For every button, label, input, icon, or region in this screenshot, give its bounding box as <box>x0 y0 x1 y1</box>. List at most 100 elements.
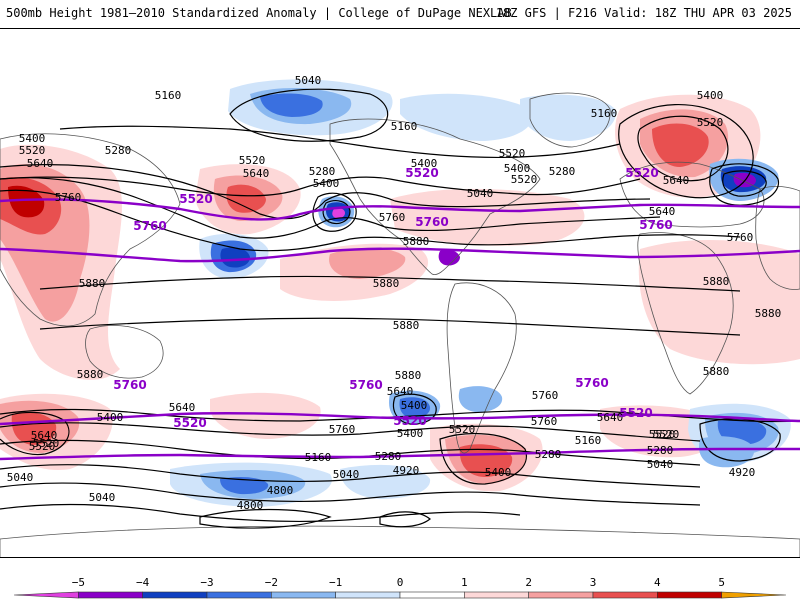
contour-label: 5880 <box>393 319 420 332</box>
contour-label: 5880 <box>403 235 430 248</box>
highlight-contour-label: 5520 <box>179 192 212 206</box>
contour-label: 5880 <box>703 275 730 288</box>
contour-label: 5400 <box>485 466 512 479</box>
anomaly-negative-south-atlantic-2 <box>458 386 503 413</box>
colorbar-tick-label: −4 <box>136 576 150 589</box>
map-panel[interactable]: 5160 5040 5400 5520 5640 5280 5760 5520 5640 5400… <box>0 28 800 558</box>
contour-sh-4800 <box>199 508 332 529</box>
contour-label: 5040 <box>295 74 322 87</box>
contour-label: 5040 <box>467 187 494 200</box>
colorbar-cells <box>13 591 787 599</box>
highlight-contour-labels: 5520 5760 5520 5760 5520 5760 5760 5520 5760 5520… <box>113 166 672 430</box>
colorbar-min-arrow <box>13 591 79 599</box>
contour-label: 5400 <box>313 177 340 190</box>
anomaly-negative-south-pacific-2 <box>340 464 431 499</box>
colorbar-tick-label: −2 <box>265 576 278 589</box>
contour-nh-5880 <box>39 275 741 292</box>
contour-label: 5280 <box>549 165 576 178</box>
colorbar-cell <box>592 591 658 599</box>
anomaly-positive-africa <box>638 239 800 365</box>
contour-label: 5160 <box>391 120 418 133</box>
contour-scandinavia-low-2 <box>722 170 767 197</box>
anomaly-positive-pacific-west-max <box>226 184 266 213</box>
contour-label: 5040 <box>7 471 34 484</box>
contour-label: 5520 <box>697 116 724 129</box>
highlight-contour-label: 5520 <box>619 406 652 420</box>
contour-label: 5040 <box>647 458 674 471</box>
colorbar-tick-label: 3 <box>590 576 597 589</box>
contour-drake-low <box>392 393 437 425</box>
contour-label: 5640 <box>663 174 690 187</box>
contour-sh-5640 <box>0 422 701 442</box>
contour-sh-5760-highlight <box>0 411 800 426</box>
colorbar-cell <box>335 591 401 599</box>
coast-asia-west <box>0 133 181 327</box>
contour-label: 5400 <box>401 399 428 412</box>
contour-label: 5520 <box>33 437 60 450</box>
contour-sh-5760 <box>0 408 800 423</box>
colorbar-cell <box>206 591 272 599</box>
contour-labels: 5160504054005520564052805760552056405400… <box>7 74 782 512</box>
contour-label: 5640 <box>31 429 58 442</box>
colorbar-tick-label: −5 <box>72 576 85 589</box>
colorbar-tick-label: 5 <box>718 576 725 589</box>
contour-south-america-ridge <box>439 432 527 485</box>
contour-sh-5520-highlight <box>0 447 800 461</box>
anomaly-negative-pacific-low-max <box>220 247 250 268</box>
contour-label: 5640 <box>27 157 54 170</box>
contour-nh-5760-highlight <box>0 247 800 263</box>
colorbar: −5 −4 −3 −2 −1 0 1 2 3 4 5 <box>13 576 787 599</box>
contour-label: 5280 <box>105 144 132 157</box>
contour-label: 5160 <box>305 451 332 464</box>
contour-label: 5280 <box>647 444 674 457</box>
contour-label: 4920 <box>729 466 756 479</box>
highlight-contour-label: 5760 <box>349 378 382 392</box>
colorbar-cell <box>399 591 465 599</box>
anomaly-map[interactable]: 5160504054005520564052805760552056405400… <box>0 29 800 558</box>
model-run-info: 18Z GFS | F216 Valid: 18Z THU APR 03 202… <box>495 6 792 20</box>
anomaly-negative-drake-core <box>399 397 431 419</box>
colorbar-tick-label: 2 <box>525 576 532 589</box>
coast-antarctica <box>0 525 800 557</box>
contour-label: 5400 <box>411 157 438 170</box>
highlight-contours <box>0 198 800 461</box>
contour-nh-5520 <box>0 177 661 239</box>
contour-scandinavia-low <box>709 163 780 206</box>
contour-label: 5280 <box>309 165 336 178</box>
contour-label: 5520 <box>499 147 526 160</box>
contour-label: 5160 <box>155 89 182 102</box>
contour-nh-5400 <box>0 164 651 220</box>
contour-label: 5520 <box>239 154 266 167</box>
contour-cut-off-low <box>312 192 357 232</box>
contour-label: 5880 <box>395 369 422 382</box>
anomaly-positive-asia-peak <box>8 185 45 218</box>
contour-label: 4800 <box>237 499 264 512</box>
anomaly-negative-south-indian-3 <box>698 436 755 468</box>
contour-label: 5040 <box>89 491 116 504</box>
highlight-contour-label: 5760 <box>415 215 448 229</box>
anomaly-negative-alaska <box>400 93 533 141</box>
coast-asia-east <box>755 185 800 290</box>
contour-label: 5760 <box>531 415 558 428</box>
contour-label: 5400 <box>97 411 124 424</box>
highlight-contour-label: 5760 <box>133 219 166 233</box>
contour-label: 5520 <box>653 428 680 441</box>
anomaly-positive-south-pacific-max <box>11 412 57 445</box>
highlight-contour-label: 5760 <box>639 218 672 232</box>
contour-nh-5640 <box>0 189 741 252</box>
coast-australia <box>85 325 164 379</box>
contour-nh-5880-b <box>39 317 741 336</box>
colorbar-cell <box>528 591 594 599</box>
contour-label: 5040 <box>333 468 360 481</box>
colorbar-tick-label: −1 <box>329 576 342 589</box>
contour-label: 5640 <box>387 385 414 398</box>
contour-label: 5640 <box>649 205 676 218</box>
coast-greenland <box>529 92 611 148</box>
anomaly-negative-south-pacific-1-max <box>220 476 269 495</box>
anomaly-negative-north-pacific-max <box>260 93 323 117</box>
contour-label: 5760 <box>55 191 82 204</box>
anomaly-negative-greenland <box>520 94 616 141</box>
contour-label: 5280 <box>535 448 562 461</box>
coast-africa <box>637 232 734 395</box>
colorbar-tick-label: 0 <box>397 576 404 589</box>
